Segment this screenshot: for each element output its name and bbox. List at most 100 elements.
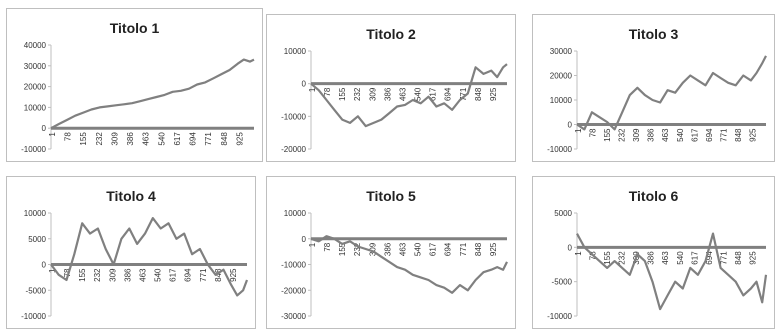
x-tick-label: 771: [719, 251, 728, 265]
chart-panel-2: Titolo 2 -20000 -10000 0 10000 1 78 155 232 309 38…: [266, 14, 516, 162]
x-tick-label: 309: [110, 132, 119, 146]
x-tick-label: 309: [368, 87, 377, 101]
x-tick-label: 925: [489, 242, 498, 256]
chart-title: Titolo 1: [110, 20, 160, 36]
x-tick-label: 78: [589, 128, 598, 137]
x-tick-label: 463: [142, 132, 151, 146]
series-line: [310, 235, 508, 294]
y-tick-label: -5000: [26, 286, 47, 295]
y-tick-label: -10000: [21, 145, 46, 154]
y-tick-label: 10000: [550, 96, 573, 105]
y-tick-label: 10000: [284, 209, 307, 218]
x-tick-label: 540: [676, 251, 685, 265]
x-tick-label: 78: [64, 132, 73, 141]
x-tick-label: 617: [169, 268, 178, 282]
x-tick-label: 463: [398, 87, 407, 101]
y-tick-label: 0: [302, 80, 307, 89]
chart-title: Titolo 5: [366, 188, 416, 204]
y-tick-label: 10000: [24, 209, 47, 218]
x-tick-label: 309: [368, 242, 377, 256]
x-tick-label: 78: [323, 242, 332, 251]
x-tick-label: 463: [398, 242, 407, 256]
x-tick-label: 540: [676, 128, 685, 142]
x-tick-label: 771: [199, 268, 208, 282]
x-tick-label: 78: [323, 87, 332, 96]
x-tick-label: 925: [489, 87, 498, 101]
x-tick-label: 694: [444, 87, 453, 101]
y-tick-label: -20000: [281, 145, 306, 154]
x-tick-label: 617: [690, 251, 699, 265]
x-tick-label: 309: [108, 268, 117, 282]
chart-panel-6: Titolo 6 -10000 -5000 0 5000 1 78 155 232 309 386 4…: [532, 176, 775, 329]
x-tick-label: 1: [48, 268, 57, 273]
y-tick-label: 0: [568, 121, 573, 130]
x-tick-label: 463: [138, 268, 147, 282]
y-tick-label: 0: [42, 261, 47, 270]
chart-panel-1: Titolo 1 -10000 0 10000 20000 30000 40000 1 78 15…: [6, 8, 263, 162]
x-tick-label: 848: [734, 251, 743, 265]
chart-panel-4: Titolo 4 -10000 -5000 0 5000 10000 1 78 155 232 30…: [6, 176, 256, 329]
chart-title: Titolo 3: [629, 26, 679, 42]
x-tick-label: 694: [705, 128, 714, 142]
y-tick-label: 5000: [554, 209, 572, 218]
x-tick-label: 617: [173, 132, 182, 146]
y-tick-label: 0: [42, 124, 47, 133]
x-tick-label: 309: [632, 128, 641, 142]
x-tick-label: 155: [603, 251, 612, 265]
y-tick-label: 10000: [284, 47, 307, 56]
x-tick-label: 694: [189, 132, 198, 146]
x-tick-label: 617: [429, 242, 438, 256]
x-tick-label: 848: [214, 268, 223, 282]
x-tick-label: 1: [308, 242, 317, 247]
x-tick-label: 232: [353, 87, 362, 101]
x-tick-label: 463: [661, 128, 670, 142]
y-tick-label: -10000: [547, 312, 572, 321]
x-tick-label: 1: [574, 128, 583, 133]
chart-svg: Titolo 5 -30000 -20000 -10000 0 10000 1 78 155 23…: [281, 188, 508, 321]
y-tick-label: -20000: [281, 286, 306, 295]
x-tick-label: 540: [414, 87, 423, 101]
x-tick-label: 232: [93, 268, 102, 282]
x-tick-label: 540: [154, 268, 163, 282]
x-tick-label: 155: [338, 87, 347, 101]
x-tick-label: 925: [235, 132, 244, 146]
y-tick-label: -10000: [281, 112, 306, 121]
x-tick-label: 694: [184, 268, 193, 282]
x-tick-label: 386: [647, 251, 656, 265]
chart-title: Titolo 4: [106, 188, 156, 204]
x-tick-label: 155: [338, 242, 347, 256]
x-tick-label: 771: [204, 132, 213, 146]
x-tick-label: 848: [220, 132, 229, 146]
x-tick-label: 463: [661, 251, 670, 265]
x-tick-label: 771: [719, 128, 728, 142]
x-tick-label: 1: [308, 87, 317, 92]
x-tick-label: 694: [444, 242, 453, 256]
x-tick-label: 386: [647, 128, 656, 142]
y-tick-label: -5000: [552, 278, 573, 287]
y-tick-label: 0: [302, 235, 307, 244]
y-tick-label: -10000: [547, 145, 572, 154]
x-tick-label: 771: [459, 242, 468, 256]
x-tick-label: 771: [459, 87, 468, 101]
y-tick-label: -10000: [21, 312, 46, 321]
y-tick-label: 40000: [24, 41, 47, 50]
chart-title: Titolo 2: [366, 26, 416, 42]
y-tick-label: 5000: [28, 235, 46, 244]
y-tick-label: -30000: [281, 312, 306, 321]
y-tick-label: 30000: [550, 47, 573, 56]
x-tick-label: 540: [157, 132, 166, 146]
x-tick-label: 232: [618, 251, 627, 265]
x-tick-label: 848: [734, 128, 743, 142]
y-tick-label: 30000: [24, 62, 47, 71]
x-tick-label: 232: [95, 132, 104, 146]
x-tick-label: 232: [618, 128, 627, 142]
chart-panel-3: Titolo 3 -10000 0 10000 20000 30000 1 78 155 232 3…: [532, 14, 775, 162]
chart-panel-5: Titolo 5 -30000 -20000 -10000 0 10000 1 78 155 23…: [266, 176, 516, 329]
x-tick-label: 925: [229, 268, 238, 282]
x-tick-label: 1: [48, 132, 57, 137]
y-tick-label: 20000: [24, 83, 47, 92]
chart-svg: Titolo 1 -10000 0 10000 20000 30000 40000 1 78 15…: [21, 20, 255, 154]
x-tick-label: 925: [748, 251, 757, 265]
x-tick-label: 155: [78, 268, 87, 282]
chart-title: Titolo 6: [629, 188, 679, 204]
